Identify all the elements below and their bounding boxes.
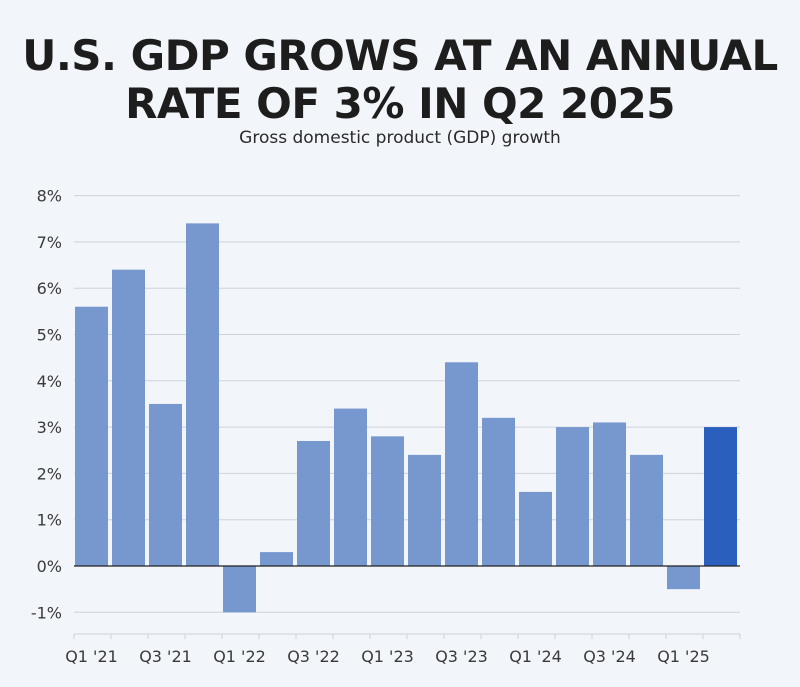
y-tick-label: 1%: [37, 511, 62, 530]
bar: [260, 552, 293, 566]
bar: [223, 566, 256, 613]
y-tick-label: 8%: [37, 187, 62, 206]
y-tick-label: 3%: [37, 418, 62, 437]
bar: [112, 269, 145, 566]
chart-subtitle: Gross domestic product (GDP) growth: [239, 128, 561, 148]
y-tick-label: 5%: [37, 326, 62, 345]
x-tick-label: Q3 '24: [583, 647, 636, 666]
x-tick-label: Q3 '21: [139, 647, 192, 666]
bar: [297, 440, 330, 566]
x-tick-label: Q3 '23: [435, 647, 488, 666]
y-tick-label: 4%: [37, 372, 62, 391]
bar: [334, 408, 367, 566]
bar: [667, 566, 700, 590]
bar: [519, 491, 552, 566]
y-tick-label: 7%: [37, 233, 62, 252]
x-tick-label: Q1 '22: [213, 647, 266, 666]
x-tick-label: Q3 '22: [287, 647, 340, 666]
chart-title: U.S. GDP GROWS AT AN ANNUAL RATE OF 3% I…: [22, 31, 778, 128]
bar: [408, 454, 441, 566]
bar: [630, 454, 663, 566]
bar: [704, 427, 737, 566]
bar: [593, 422, 626, 566]
bar: [445, 362, 478, 566]
x-tick-label: Q1 '21: [65, 647, 118, 666]
bar: [482, 417, 515, 566]
x-tick-label: Q1 '24: [509, 647, 562, 666]
x-tick-label: Q1 '25: [657, 647, 710, 666]
y-tick-label: 0%: [37, 557, 62, 576]
bar: [186, 223, 219, 566]
y-tick-label: -1%: [31, 603, 62, 622]
y-tick-label: 2%: [37, 464, 62, 483]
x-tick-label: Q1 '23: [361, 647, 414, 666]
bar: [149, 403, 182, 566]
bar: [556, 427, 589, 566]
bar: [75, 306, 108, 566]
bar: [371, 436, 404, 566]
y-tick-label: 6%: [37, 279, 62, 298]
